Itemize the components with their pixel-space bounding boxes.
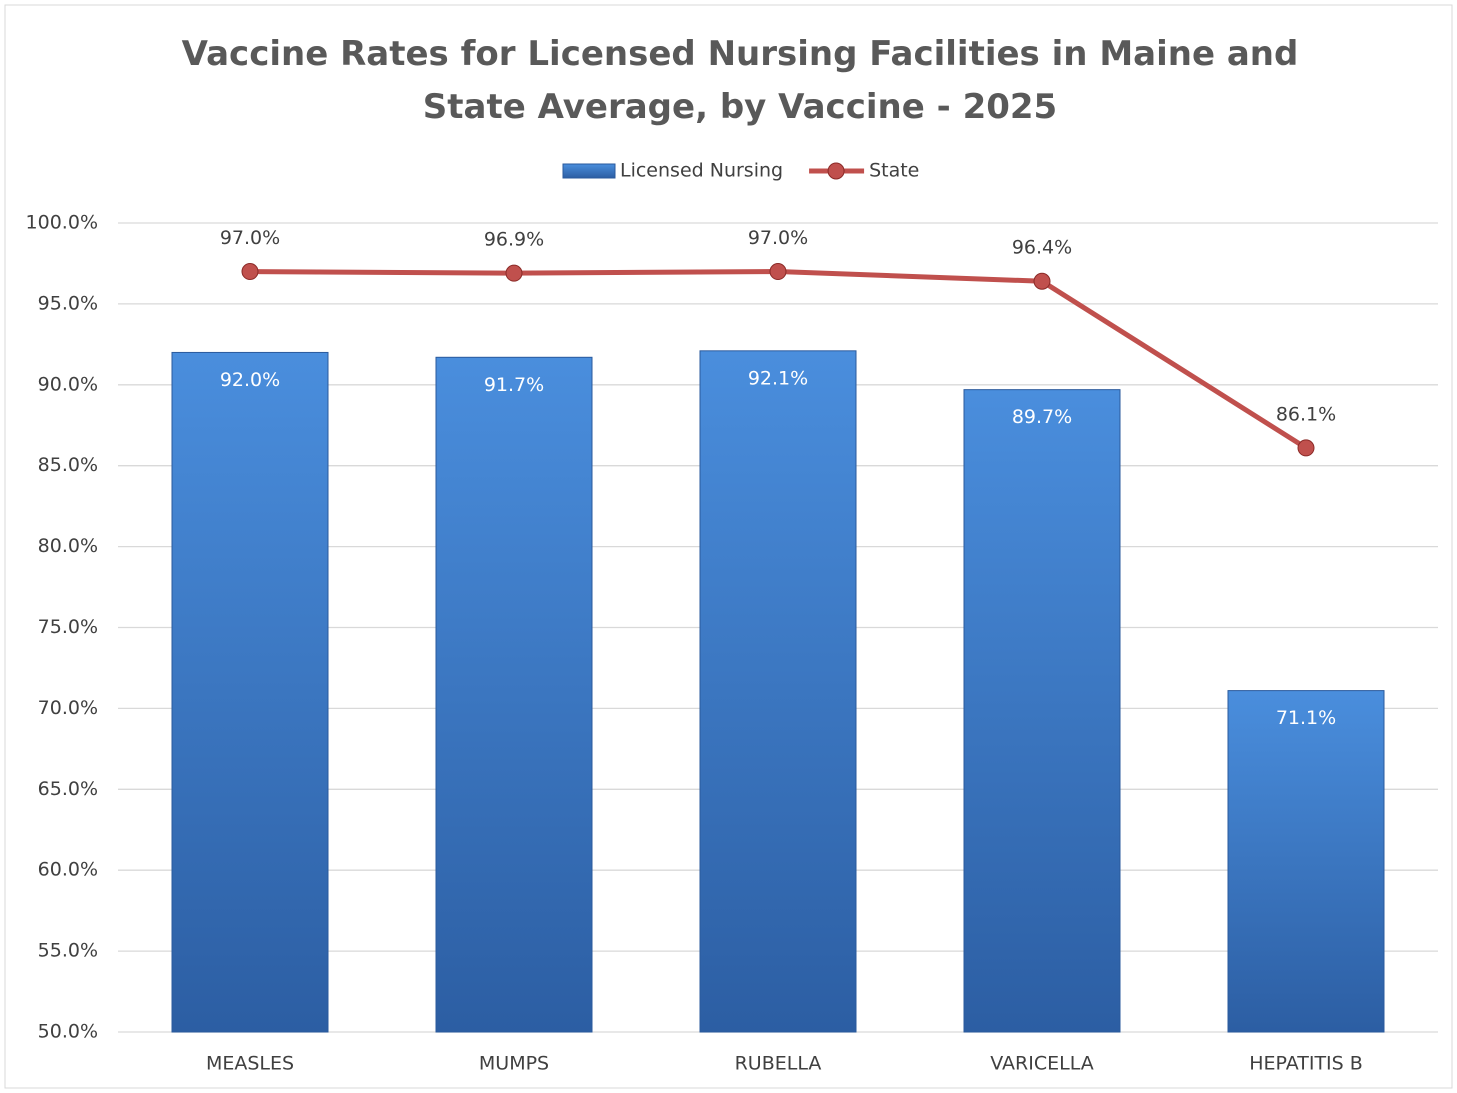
bar — [963, 389, 1121, 1033]
y-tick-label: 50.0% — [38, 1021, 98, 1043]
legend-label: State — [869, 160, 919, 182]
line-marker — [1297, 439, 1315, 457]
line-marker — [241, 263, 259, 281]
y-tick-label: 95.0% — [38, 292, 98, 314]
y-tick-label: 80.0% — [38, 535, 98, 557]
line-value-label: 97.0% — [220, 227, 280, 249]
y-tick-label: 100.0% — [26, 212, 98, 234]
bar — [1227, 690, 1385, 1033]
bar — [171, 351, 329, 1033]
y-tick-label: 55.0% — [38, 940, 98, 962]
bar-value-label: 71.1% — [1276, 707, 1336, 729]
bar — [435, 356, 593, 1033]
y-tick-label: 65.0% — [38, 778, 98, 800]
x-tick-label: HEPATITIS B — [1249, 1053, 1363, 1075]
bar — [699, 350, 857, 1033]
x-tick-label: VARICELLA — [990, 1053, 1093, 1075]
bar-value-label: 92.1% — [748, 367, 808, 389]
x-tick-label: MUMPS — [479, 1053, 549, 1075]
line-marker — [1033, 272, 1051, 290]
bar-value-label: 92.0% — [220, 369, 280, 391]
legend-label: Licensed Nursing — [620, 160, 783, 182]
line-marker — [505, 264, 523, 282]
y-tick-label: 70.0% — [38, 697, 98, 719]
chart-title: Vaccine Rates for Licensed Nursing Facil… — [181, 34, 1299, 127]
line-value-label: 97.0% — [748, 227, 808, 249]
line-value-label: 96.9% — [484, 229, 544, 251]
y-tick-label: 90.0% — [38, 373, 98, 395]
legend-marker — [827, 162, 845, 180]
x-tick-label: RUBELLA — [735, 1053, 822, 1075]
y-tick-label: 60.0% — [38, 859, 98, 881]
y-tick-label: 75.0% — [38, 616, 98, 638]
line-marker — [769, 263, 787, 281]
legend-swatch — [562, 163, 616, 179]
x-tick-label: MEASLES — [206, 1053, 294, 1075]
line-value-label: 86.1% — [1276, 403, 1336, 425]
y-tick-label: 85.0% — [38, 454, 98, 476]
bar-value-label: 89.7% — [1012, 406, 1072, 428]
line-value-label: 96.4% — [1012, 237, 1072, 259]
bar-value-label: 91.7% — [484, 374, 544, 396]
